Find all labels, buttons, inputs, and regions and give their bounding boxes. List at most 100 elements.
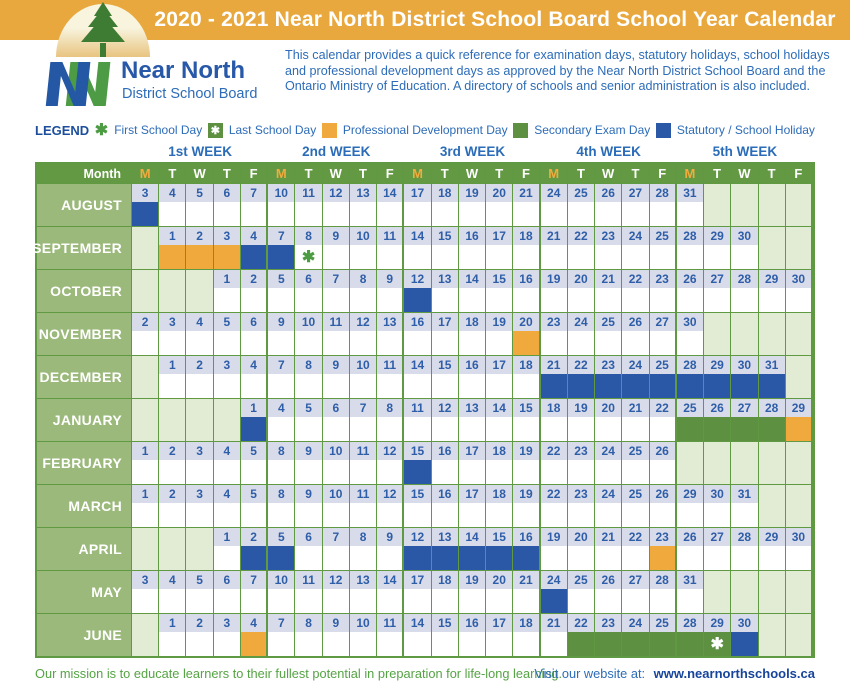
day-marker xyxy=(268,503,295,527)
legend-item-label: Statutory / School Holiday xyxy=(676,123,815,137)
day-number: 25 xyxy=(595,313,622,331)
day-marker xyxy=(213,331,240,355)
day-number: 15 xyxy=(431,227,458,245)
day-marker xyxy=(785,417,811,441)
day-number: 14 xyxy=(404,614,431,632)
day-number: 31 xyxy=(676,184,704,202)
day-marker xyxy=(758,417,785,441)
day-marker xyxy=(295,331,322,355)
day-cell-december-17: 17 xyxy=(486,355,514,398)
day-marker xyxy=(377,202,403,226)
day-number: 28 xyxy=(758,399,785,417)
day-number: 13 xyxy=(431,270,458,288)
day-number: 7 xyxy=(349,399,377,417)
day-number: 8 xyxy=(268,442,295,460)
day-marker xyxy=(649,503,675,527)
day-number: 7 xyxy=(322,270,349,288)
day-marker xyxy=(377,632,403,656)
day-number: 19 xyxy=(567,399,595,417)
day-number: 14 xyxy=(404,356,431,374)
day-marker xyxy=(404,331,431,355)
day-marker xyxy=(486,331,513,355)
day-number: 30 xyxy=(785,528,811,546)
day-cell-november-23: 23 xyxy=(540,312,568,355)
day-cell-march-3: 3 xyxy=(186,484,214,527)
day-number: 8 xyxy=(349,270,377,288)
day-marker xyxy=(404,417,431,441)
day-number: 30 xyxy=(785,270,811,288)
day-number: 17 xyxy=(486,227,513,245)
day-cell-december-10: 10 xyxy=(349,355,378,398)
day-cell-empty xyxy=(132,613,160,656)
day-number: 27 xyxy=(649,313,675,331)
day-marker xyxy=(404,503,431,527)
day-marker xyxy=(676,245,704,269)
day-cell-may-18: 18 xyxy=(431,570,459,613)
day-number: 9 xyxy=(322,227,349,245)
day-cell-december-24: 24 xyxy=(622,355,650,398)
day-marker xyxy=(349,288,377,312)
day-number: 27 xyxy=(622,184,649,202)
day-cell-september-11: 11 xyxy=(377,226,405,269)
day-cell-empty xyxy=(785,312,813,355)
day-marker xyxy=(240,632,267,656)
day-number: 11 xyxy=(377,227,403,245)
day-cell-november-25: 25 xyxy=(595,312,623,355)
day-marker xyxy=(295,589,322,613)
day-cell-october-8: 8 xyxy=(349,269,378,312)
logo-name: Near North xyxy=(121,57,246,84)
day-marker xyxy=(240,374,267,398)
day-number: 2 xyxy=(186,227,213,245)
day-marker xyxy=(186,331,213,355)
day-marker xyxy=(513,331,539,355)
day-number: 9 xyxy=(322,614,349,632)
day-number: 10 xyxy=(322,485,349,503)
day-number: 24 xyxy=(595,442,622,460)
day-cell-empty xyxy=(758,484,786,527)
day-cell-april-30: 30 xyxy=(785,527,813,570)
day-cell-april-26: 26 xyxy=(676,527,705,570)
day-cell-empty xyxy=(704,312,732,355)
day-marker xyxy=(595,331,622,355)
day-marker xyxy=(349,460,377,484)
day-letter-header: F xyxy=(240,164,269,183)
day-number: 25 xyxy=(649,227,675,245)
day-cell-june-17: 17 xyxy=(486,613,514,656)
day-marker xyxy=(567,589,595,613)
website-label: Visit our website at: xyxy=(534,666,646,681)
day-marker xyxy=(240,245,267,269)
day-number: 3 xyxy=(213,227,240,245)
day-cell-october-1: 1 xyxy=(213,269,241,312)
day-marker xyxy=(486,632,513,656)
day-marker xyxy=(649,417,675,441)
legend-item-last-day: ✱ Last School Day xyxy=(207,122,316,138)
website-url[interactable]: www.nearnorthschools.ca xyxy=(653,666,815,681)
day-cell-empty xyxy=(132,226,160,269)
day-cell-december-23: 23 xyxy=(595,355,623,398)
day-cell-april-23: 23 xyxy=(649,527,677,570)
day-cell-april-8: 8 xyxy=(349,527,378,570)
day-number: 5 xyxy=(240,442,267,460)
day-number: 14 xyxy=(458,528,486,546)
day-letter-header: W xyxy=(322,164,350,183)
day-cell-june-22: 22 xyxy=(567,613,596,656)
day-cell-february-1: 1 xyxy=(132,441,160,484)
day-marker xyxy=(295,546,322,570)
day-marker xyxy=(322,460,349,484)
day-number: 26 xyxy=(649,442,675,460)
day-number: 3 xyxy=(186,485,213,503)
day-number: 26 xyxy=(676,528,704,546)
day-cell-june-30: 30 xyxy=(731,613,759,656)
day-number: 20 xyxy=(595,399,622,417)
day-cell-october-22: 22 xyxy=(622,269,650,312)
day-marker xyxy=(704,503,731,527)
day-letter-header: F xyxy=(649,164,677,183)
day-number: 17 xyxy=(458,485,486,503)
week-labels-row: 1st WEEK 2nd WEEK 3rd WEEK 4th WEEK 5th … xyxy=(132,144,813,159)
day-cell-march-22: 22 xyxy=(540,484,568,527)
day-marker xyxy=(349,589,377,613)
day-marker xyxy=(404,589,431,613)
week-label-5: 5th WEEK xyxy=(712,144,778,159)
day-marker xyxy=(349,503,377,527)
day-number: 16 xyxy=(458,356,486,374)
